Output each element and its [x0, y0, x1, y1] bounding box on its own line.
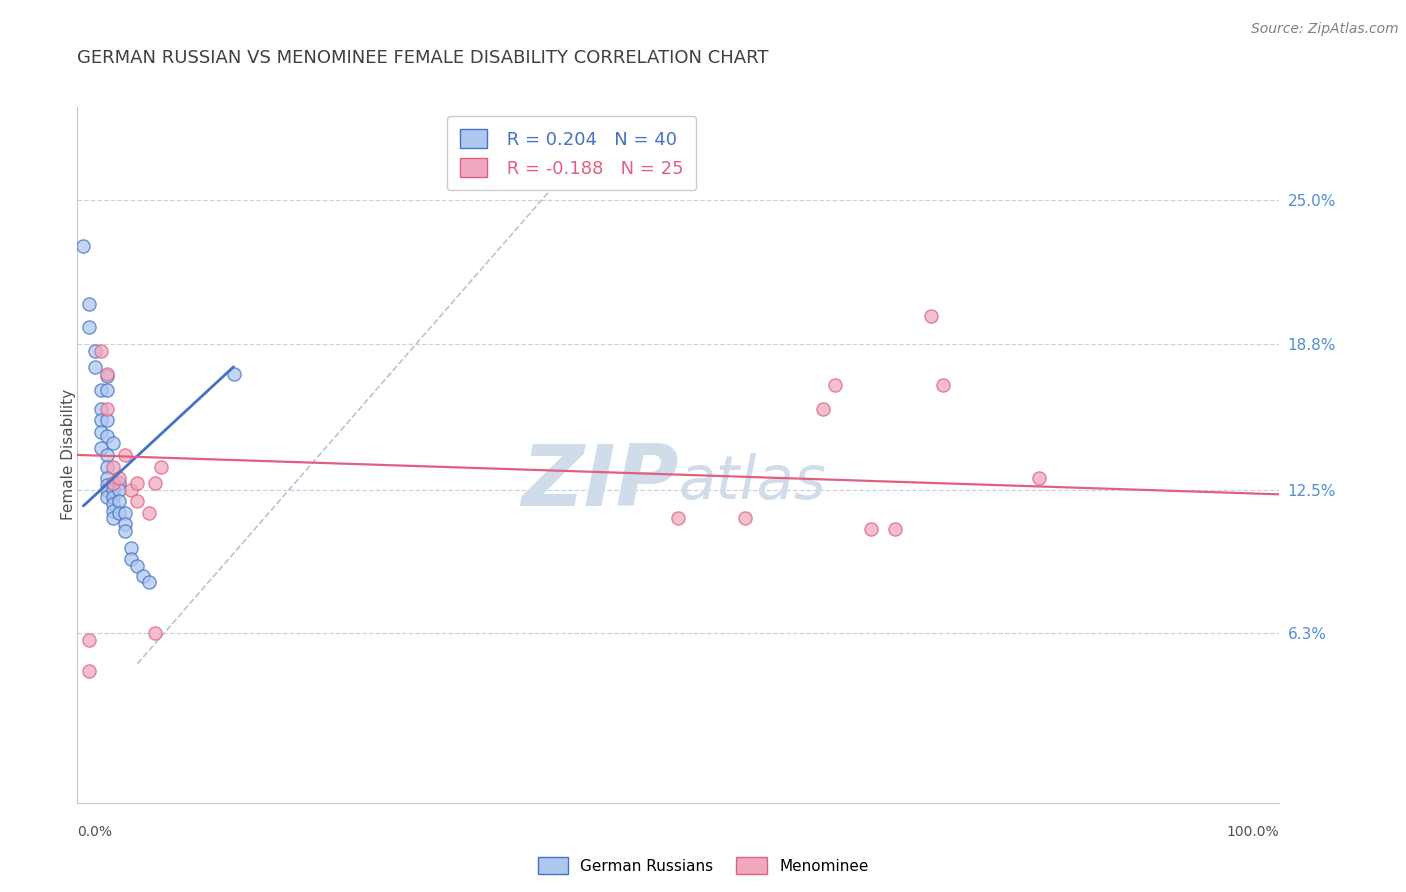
- Point: [103, 475, 125, 490]
- Point: [103, 459, 125, 474]
- Point: [127, 559, 149, 574]
- Point: [859, 522, 882, 536]
- Point: [108, 471, 131, 485]
- Point: [90, 425, 112, 439]
- Point: [138, 575, 160, 590]
- Point: [103, 483, 125, 497]
- Point: [103, 497, 125, 511]
- Point: [811, 401, 834, 416]
- Point: [96, 367, 118, 381]
- Point: [96, 448, 118, 462]
- Point: [96, 459, 118, 474]
- Point: [84, 359, 107, 374]
- Point: [108, 475, 131, 490]
- Text: Source: ZipAtlas.com: Source: ZipAtlas.com: [1251, 22, 1399, 37]
- Point: [120, 483, 142, 497]
- Point: [96, 383, 118, 397]
- Point: [96, 413, 118, 427]
- Point: [114, 448, 136, 462]
- Point: [103, 503, 125, 517]
- Point: [84, 343, 107, 358]
- Text: GERMAN RUSSIAN VS MENOMINEE FEMALE DISABILITY CORRELATION CHART: GERMAN RUSSIAN VS MENOMINEE FEMALE DISAB…: [77, 49, 769, 67]
- Point: [96, 471, 118, 485]
- Point: [127, 475, 149, 490]
- Text: atlas: atlas: [679, 453, 827, 512]
- Point: [824, 378, 846, 392]
- Point: [103, 510, 125, 524]
- Point: [114, 506, 136, 520]
- Point: [145, 475, 167, 490]
- Point: [79, 320, 101, 334]
- Point: [96, 429, 118, 443]
- Point: [108, 494, 131, 508]
- Point: [90, 413, 112, 427]
- Text: ZIP: ZIP: [520, 442, 679, 524]
- Point: [96, 478, 118, 492]
- Point: [90, 401, 112, 416]
- Point: [883, 522, 905, 536]
- Text: 0.0%: 0.0%: [77, 825, 112, 839]
- Point: [145, 626, 167, 640]
- Point: [90, 343, 112, 358]
- Text: 100.0%: 100.0%: [1227, 825, 1279, 839]
- Point: [90, 441, 112, 455]
- Point: [668, 510, 690, 524]
- Point: [127, 494, 149, 508]
- Point: [138, 506, 160, 520]
- Point: [222, 367, 245, 381]
- Point: [79, 633, 101, 648]
- Point: [132, 568, 155, 582]
- Point: [103, 436, 125, 450]
- Point: [920, 309, 942, 323]
- Point: [96, 369, 118, 384]
- Y-axis label: Female Disability: Female Disability: [62, 389, 76, 521]
- Point: [96, 401, 118, 416]
- Point: [108, 506, 131, 520]
- Point: [103, 490, 125, 504]
- Point: [96, 490, 118, 504]
- Point: [96, 483, 118, 497]
- Point: [114, 517, 136, 532]
- Point: [932, 378, 955, 392]
- Point: [103, 478, 125, 492]
- Point: [72, 239, 94, 253]
- Point: [734, 510, 756, 524]
- Legend:  R = 0.204   N = 40,  R = -0.188   N = 25: R = 0.204 N = 40, R = -0.188 N = 25: [447, 116, 696, 190]
- Point: [120, 552, 142, 566]
- Point: [79, 297, 101, 311]
- Point: [108, 483, 131, 497]
- Point: [1028, 471, 1050, 485]
- Point: [150, 459, 173, 474]
- Point: [114, 524, 136, 539]
- Point: [120, 541, 142, 555]
- Point: [79, 664, 101, 678]
- Legend: German Russians, Menominee: German Russians, Menominee: [531, 851, 875, 880]
- Point: [90, 383, 112, 397]
